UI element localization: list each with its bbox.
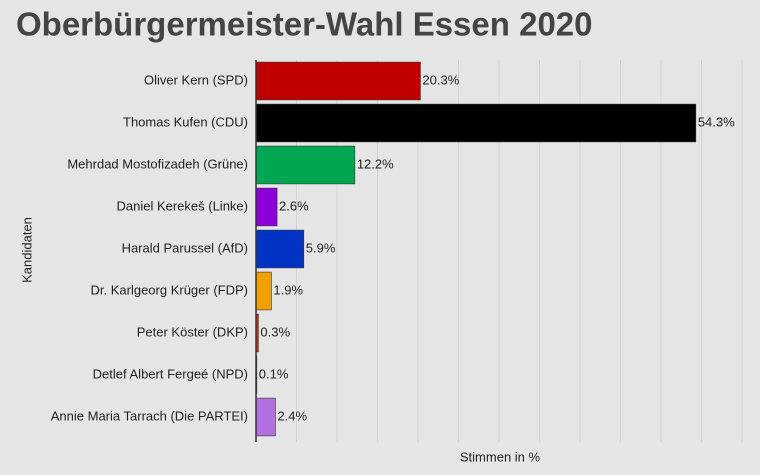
y-tick-label: Mehrdad Mostofizadeh (Grüne) bbox=[67, 156, 248, 171]
x-axis-label: Stimmen in % bbox=[460, 449, 541, 464]
bar bbox=[255, 187, 278, 227]
data-label: 12.2% bbox=[357, 156, 394, 171]
data-label: 0.1% bbox=[259, 366, 289, 381]
bar bbox=[255, 229, 305, 269]
bar bbox=[255, 397, 276, 437]
data-label: 5.9% bbox=[306, 240, 336, 255]
data-label: 2.4% bbox=[277, 408, 307, 423]
y-tick-label: Detlef Albert Fergeé (NPD) bbox=[93, 366, 248, 381]
y-tick-label: Oliver Kern (SPD) bbox=[144, 72, 248, 87]
y-axis-label: Kandidaten bbox=[19, 217, 34, 283]
y-tick-label: Dr. Karlgeorg Krüger (FDP) bbox=[91, 282, 249, 297]
data-label: 20.3% bbox=[422, 72, 459, 87]
data-label: 54.3% bbox=[698, 114, 735, 129]
bar bbox=[255, 145, 356, 185]
bar bbox=[255, 271, 272, 311]
bar bbox=[255, 103, 697, 143]
y-tick-label: Daniel Kerekeš (Linke) bbox=[116, 198, 248, 213]
data-label: 2.6% bbox=[279, 198, 309, 213]
chart-title: Oberbürgermeister-Wahl Essen 2020 bbox=[16, 6, 593, 43]
data-label: 1.9% bbox=[273, 282, 303, 297]
bar bbox=[255, 61, 421, 101]
data-label: 0.3% bbox=[260, 324, 290, 339]
y-tick-label: Peter Köster (DKP) bbox=[137, 324, 248, 339]
y-tick-label: Harald Parussel (AfD) bbox=[122, 240, 248, 255]
y-tick-label: Annie Maria Tarrach (Die PARTEI) bbox=[51, 408, 248, 423]
y-tick-label: Thomas Kufen (CDU) bbox=[123, 114, 248, 129]
